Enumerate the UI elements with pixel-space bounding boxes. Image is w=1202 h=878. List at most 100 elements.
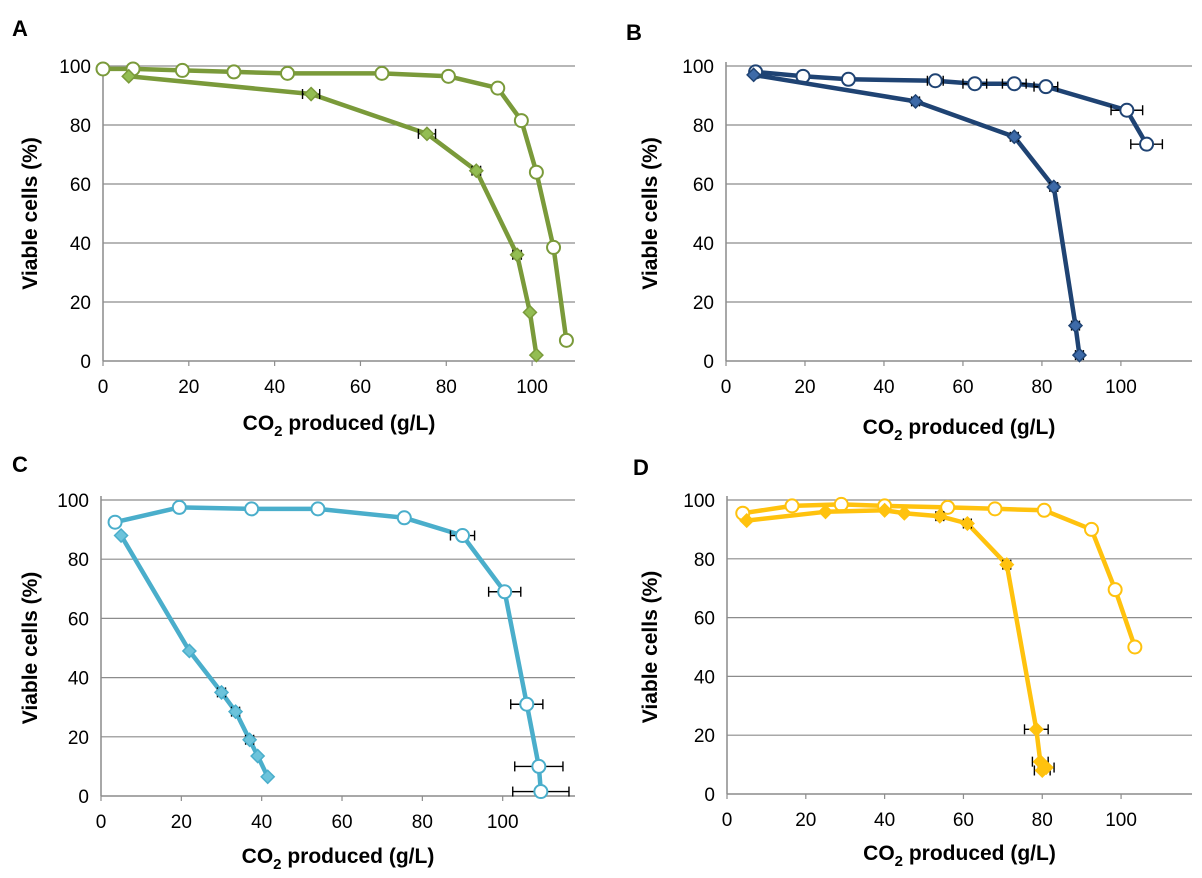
x-tick-label: 20	[171, 812, 192, 833]
y-tick-label: 20	[68, 728, 89, 749]
data-point-circle	[1107, 582, 1123, 598]
x-tick-label: 20	[794, 377, 815, 398]
data-point-circle	[440, 68, 456, 84]
panel-letter: B	[626, 20, 642, 45]
x-tick-label: 100	[516, 377, 548, 398]
data-point-circle	[840, 71, 856, 87]
x-tick-label: 40	[251, 812, 272, 833]
data-point-diamond	[1071, 347, 1088, 363]
y-tick-label: 40	[68, 669, 89, 690]
data-point-diamond	[522, 304, 538, 320]
y-tick-label: 80	[70, 116, 91, 137]
y-tick-label: 60	[70, 175, 91, 196]
y-tick-label: 0	[80, 352, 91, 373]
x-axis-title-prefix: CO	[863, 416, 895, 439]
data-point-circle	[1036, 502, 1052, 518]
data-point-diamond	[1067, 318, 1084, 334]
data-point-circle	[1006, 76, 1022, 92]
series-1	[748, 64, 1164, 152]
y-tick-label: 40	[694, 667, 715, 688]
x-tick-label: 40	[873, 377, 894, 398]
data-point-diamond	[228, 704, 244, 720]
y-axis-title: Viable cells (%)	[639, 137, 662, 290]
y-tick-label: 100	[57, 491, 89, 512]
x-axis-title: CO2 produced (g/L)	[863, 842, 1056, 870]
data-point-circle	[396, 510, 412, 526]
x-tick-label: 60	[952, 377, 973, 398]
data-point-circle	[784, 498, 800, 514]
panel-a: 0 20 40 60 80 100 0 20 40 60 80 100 A Viable cells (%…	[12, 16, 575, 440]
panel-letter: C	[12, 452, 28, 477]
x-tick-label: 0	[96, 812, 107, 833]
data-point-diamond	[817, 504, 834, 520]
x-axis-title-subscript: 2	[895, 853, 903, 870]
data-point-circle	[497, 584, 513, 600]
data-point-circle	[927, 73, 943, 89]
data-point-circle	[244, 501, 260, 517]
data-point-circle	[455, 528, 471, 544]
data-point-diamond	[896, 505, 912, 521]
data-point-diamond	[303, 86, 319, 102]
data-point-diamond	[509, 247, 525, 263]
data-point-diamond	[739, 513, 755, 529]
x-tick-label: 80	[412, 812, 433, 833]
data-point-circle	[513, 113, 529, 129]
data-point-diamond	[1038, 759, 1054, 776]
series-2	[746, 67, 1088, 363]
x-axis-title-suffix: produced (g/L)	[903, 842, 1056, 865]
series-2	[113, 527, 276, 785]
data-point-diamond	[181, 643, 197, 659]
data-point-diamond	[213, 684, 230, 700]
data-point-circle	[374, 65, 390, 81]
data-point-diamond	[528, 347, 544, 363]
panel-b: 0 20 40 60 80 100 0 20 40 60 80 100 B Viable cells (%…	[626, 20, 1192, 444]
x-axis-title-subscript: 2	[274, 423, 282, 440]
x-tick-label: 60	[953, 810, 974, 831]
data-point-circle	[107, 514, 123, 530]
x-axis-title-suffix: produced (g/L)	[903, 416, 1056, 439]
x-axis-title-suffix: produced (g/L)	[282, 845, 435, 868]
data-point-diamond	[1006, 129, 1022, 145]
data-point-diamond	[250, 748, 266, 764]
data-point-circle	[533, 784, 549, 800]
series-line	[126, 74, 539, 358]
x-tick-label: 100	[1105, 377, 1137, 398]
data-point-circle	[1084, 521, 1100, 537]
x-axis-title-subscript: 2	[894, 427, 902, 444]
y-axis-title: Viable cells (%)	[639, 571, 662, 724]
x-tick-label: 100	[1105, 810, 1137, 831]
data-point-circle	[1127, 639, 1143, 655]
x-tick-label: 60	[350, 377, 371, 398]
y-tick-label: 60	[694, 609, 715, 630]
series-line	[744, 508, 1049, 773]
x-axis-title-subscript: 2	[273, 856, 281, 873]
series-2	[121, 68, 544, 363]
y-tick-label: 80	[68, 550, 89, 571]
data-point-circle	[1139, 136, 1155, 152]
data-point-circle	[490, 80, 506, 96]
panel-letter: D	[633, 455, 649, 480]
data-point-circle	[967, 76, 983, 92]
data-point-diamond	[113, 527, 129, 544]
x-axis-title-suffix: produced (g/L)	[283, 412, 436, 435]
data-point-diamond	[746, 67, 762, 83]
data-point-circle	[546, 239, 562, 255]
y-tick-label: 40	[693, 234, 714, 255]
data-point-circle	[531, 758, 547, 774]
y-tick-label: 20	[694, 726, 715, 747]
x-axis-title: CO2 produced (g/L)	[243, 412, 436, 440]
data-point-diamond	[1028, 721, 1044, 737]
x-axis-title: CO2 produced (g/L)	[863, 416, 1056, 444]
y-tick-label: 100	[683, 491, 715, 512]
x-axis-title-prefix: CO	[863, 842, 895, 865]
y-tick-label: 0	[704, 785, 715, 806]
x-tick-label: 0	[721, 377, 732, 398]
panel-d: 0 20 40 60 80 100 0 20 40 60 80 100 D Viable cells (%…	[633, 455, 1192, 870]
data-point-circle	[987, 501, 1003, 517]
y-tick-label: 20	[70, 293, 91, 314]
x-tick-label: 100	[487, 812, 519, 833]
data-point-circle	[1038, 79, 1054, 95]
data-point-circle	[310, 501, 326, 517]
y-tick-label: 0	[78, 787, 89, 808]
